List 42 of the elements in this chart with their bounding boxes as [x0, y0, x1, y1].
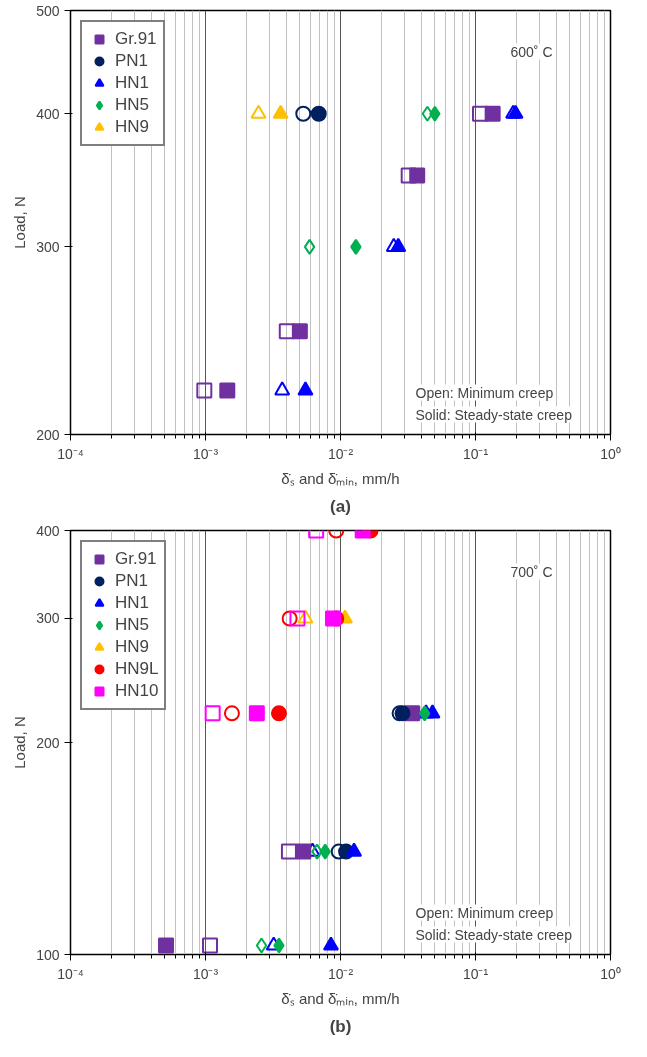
x-tick-label: 10⁻⁴: [57, 965, 84, 982]
x-axis-title: δ̇ₛ and δ̇ₘᵢₙ, mm/h: [281, 989, 400, 1007]
x-tick-label: 10⁻²: [327, 965, 354, 982]
x-tick-label: 10⁰: [600, 445, 621, 462]
text: (a): [330, 496, 351, 516]
y-tick-label: 400: [36, 522, 60, 539]
legend-label: PN1: [115, 50, 149, 72]
legend-label: HN5: [115, 94, 150, 116]
x-tick-label: 10⁻⁴: [57, 445, 84, 462]
y-tick-label: 500: [36, 2, 60, 19]
legend-label: HN5: [115, 614, 150, 636]
x-tick-label: 10⁰: [600, 965, 621, 982]
annotation: Solid: Steady-state creep: [415, 406, 573, 423]
y-tick-label: 200: [36, 426, 60, 443]
text: (b): [329, 1016, 352, 1036]
annotation: Open: Minimum creep: [415, 384, 554, 401]
annotation: 600˚ C: [510, 43, 553, 60]
annotation: Solid: Steady-state creep: [415, 926, 573, 943]
y-tick-label: 400: [36, 105, 60, 122]
y-axis-title: Load, N: [11, 196, 29, 249]
y-axis-title: Load, N: [11, 716, 29, 769]
legend-label: HN9: [115, 636, 150, 658]
x-tick-label: 10⁻¹: [462, 445, 489, 462]
legend-label: HN9: [115, 116, 150, 138]
y-tick-label: 300: [36, 238, 60, 255]
x-tick-label: 10⁻²: [327, 445, 354, 462]
legend-label: Gr.91: [115, 28, 157, 50]
annotation: 700˚ C: [510, 563, 553, 580]
legend-label: Gr.91: [115, 548, 157, 570]
x-tick-label: 10⁻¹: [462, 965, 489, 982]
x-axis-title: δ̇ₛ and δ̇ₘᵢₙ, mm/h: [281, 469, 400, 487]
annotation: Open: Minimum creep: [415, 904, 554, 921]
y-tick-label: 100: [36, 946, 60, 963]
y-tick-label: 300: [36, 610, 60, 627]
legend-label: HN10: [115, 680, 159, 702]
legend-label: HN1: [115, 592, 150, 614]
x-tick-label: 10⁻³: [192, 965, 219, 982]
x-tick-label: 10⁻³: [192, 445, 219, 462]
legend-label: HN9L: [115, 658, 159, 680]
legend-label: PN1: [115, 570, 149, 592]
y-tick-label: 200: [36, 734, 60, 751]
legend-label: HN1: [115, 72, 150, 94]
